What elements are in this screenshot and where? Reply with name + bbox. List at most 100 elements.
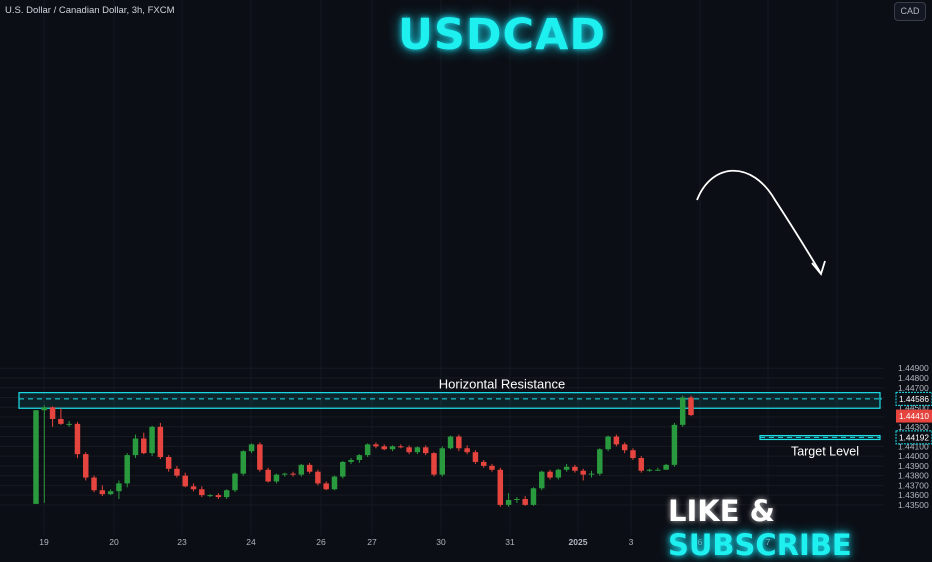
resistance-price-tag-bg xyxy=(895,391,932,406)
candle-body xyxy=(456,436,462,449)
symbol-label: U.S. Dollar / Canadian Dollar, 3h, FXCM xyxy=(5,5,175,16)
projection-arrowhead xyxy=(811,260,826,276)
resistance-label: Horizontal Resistance xyxy=(439,377,565,392)
candle-body xyxy=(248,444,255,452)
candle-body xyxy=(422,447,429,454)
candle-body xyxy=(563,466,570,470)
candle-body xyxy=(431,453,437,475)
y-tick-label: 1.44000 xyxy=(898,451,929,461)
candle-body xyxy=(613,436,620,445)
candle-body xyxy=(530,488,537,505)
candle-body xyxy=(315,471,321,484)
candle-body xyxy=(663,464,669,470)
candle-body xyxy=(464,448,470,453)
candle-body xyxy=(33,410,39,504)
x-tick-label: 24 xyxy=(246,537,256,547)
candle-body xyxy=(157,426,164,458)
candle-body xyxy=(232,473,238,491)
currency-button[interactable]: CAD xyxy=(894,2,926,21)
candle-body xyxy=(273,474,280,482)
candle-body xyxy=(638,458,644,471)
candle-body xyxy=(74,423,81,455)
candle-body xyxy=(290,473,296,475)
promo-subscribe: SUBSCRIBE xyxy=(668,528,852,562)
candle-body xyxy=(141,438,147,454)
candle-body xyxy=(207,495,213,497)
candle-body xyxy=(132,438,139,456)
target-price-tag-bg xyxy=(895,430,932,445)
candle-body xyxy=(597,449,603,474)
candle-body xyxy=(414,447,421,453)
candle-body xyxy=(621,444,628,451)
candle-body xyxy=(215,495,222,498)
candle-body xyxy=(364,444,371,456)
promo-amp: & xyxy=(749,494,775,528)
candle-body xyxy=(124,455,130,484)
candle-body xyxy=(281,473,288,475)
x-tick-label: 27 xyxy=(367,537,377,547)
projection-arrow xyxy=(696,169,821,273)
candle-body xyxy=(688,397,694,416)
zones-layer: Horizontal Resistance Target Level xyxy=(18,377,884,458)
y-tick-label: 1.44300 xyxy=(898,422,929,432)
candle-body xyxy=(472,452,479,462)
candle-body xyxy=(182,475,188,487)
x-tick-label: 19 xyxy=(39,537,49,547)
candle-body xyxy=(381,446,387,450)
candle-body xyxy=(539,471,545,489)
x-axis: 19 20 23 24 26 27 30 31 2025 3 6 7 8 xyxy=(39,537,839,547)
candle-body xyxy=(257,444,263,470)
x-tick-label: 23 xyxy=(177,537,187,547)
x-tick-label: 3 xyxy=(629,537,634,547)
candle-body xyxy=(572,466,578,471)
y-tick-label: 1.44900 xyxy=(898,363,929,373)
candle-body xyxy=(223,490,230,498)
candle-body xyxy=(588,473,595,475)
candle-body xyxy=(66,423,72,425)
candle-body xyxy=(547,471,553,478)
candle-body xyxy=(265,469,271,482)
grid-lines xyxy=(0,0,884,535)
candle-body xyxy=(49,407,56,419)
candle-body xyxy=(480,461,487,466)
candle-body xyxy=(555,469,562,478)
y-tick-label: 1.43500 xyxy=(898,500,929,510)
candle-body xyxy=(165,457,172,469)
candle-body xyxy=(580,470,586,475)
candle-body xyxy=(190,486,197,490)
chart-title: USDCAD xyxy=(397,10,607,60)
y-tick-label: 1.44800 xyxy=(898,373,929,383)
candle-body xyxy=(83,454,89,478)
x-tick-label: 8 xyxy=(835,537,840,547)
candle-body xyxy=(58,418,64,424)
target-label: Target Level xyxy=(791,444,859,458)
candle-body xyxy=(497,469,504,505)
candle-body xyxy=(489,465,495,470)
candle-body xyxy=(439,448,446,475)
candle-body xyxy=(99,490,106,495)
x-tick-label: 7 xyxy=(766,537,771,547)
y-axis: 1.449001.448001.447001.446001.445001.444… xyxy=(895,363,932,510)
candle-body xyxy=(655,469,661,471)
candle-body xyxy=(174,468,180,476)
candle-body xyxy=(323,483,329,490)
x-tick-label: 2025 xyxy=(569,537,588,547)
current-price-tag-text: 1.44410 xyxy=(899,411,929,421)
y-tick-label: 1.44700 xyxy=(898,383,929,393)
candle-body xyxy=(240,451,247,474)
candle-body xyxy=(679,397,686,425)
y-tick-label: 1.43700 xyxy=(898,480,929,490)
y-tick-label: 1.43600 xyxy=(898,490,929,500)
candle-body xyxy=(348,459,354,462)
y-tick-label: 1.43800 xyxy=(898,471,929,481)
resistance-zone xyxy=(18,392,881,409)
candle-body xyxy=(447,436,454,449)
candle-body xyxy=(356,455,363,460)
candles-layer xyxy=(33,395,694,507)
target-price-tag-text: 1.44192 xyxy=(899,432,929,442)
current-price-tag-bg xyxy=(896,409,932,423)
candle-body xyxy=(91,477,97,491)
candle-body xyxy=(373,444,379,447)
candle-body xyxy=(646,469,653,471)
candle-body xyxy=(398,446,404,448)
